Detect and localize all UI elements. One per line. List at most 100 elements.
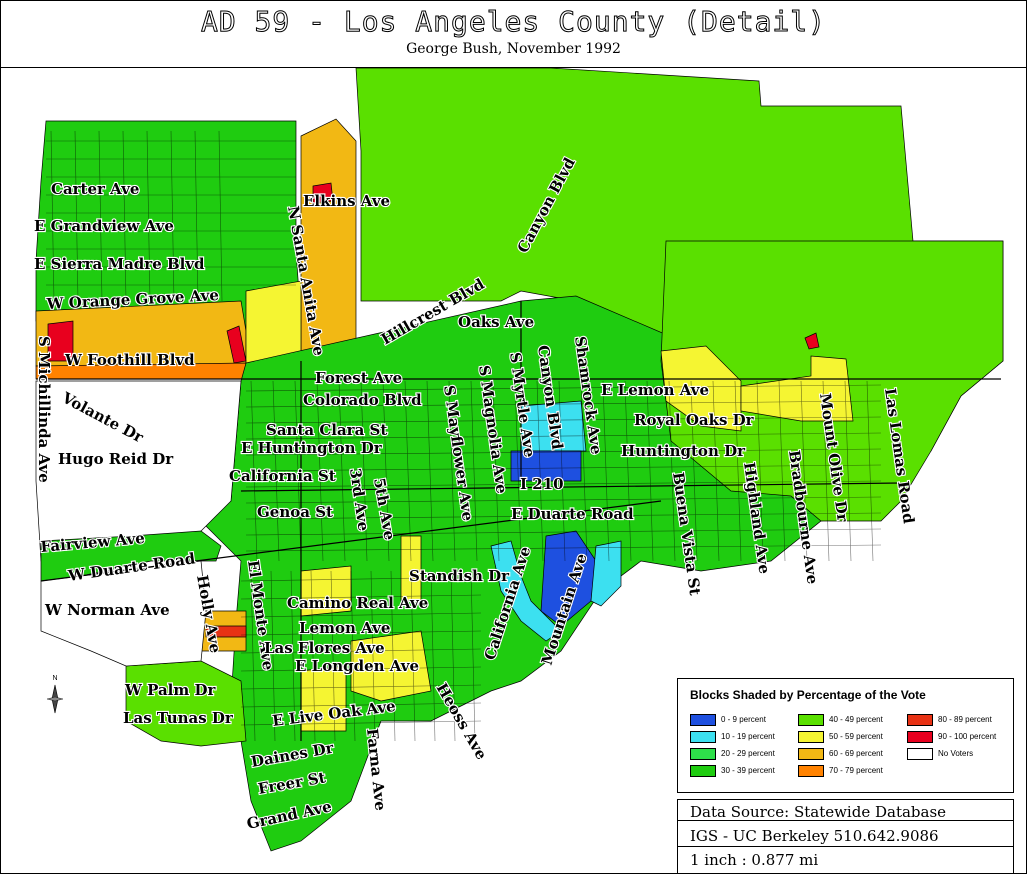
region-red-holly <box>205 625 247 638</box>
region-red-foothill-2 <box>226 325 247 364</box>
street-label: Farna Ave <box>363 728 390 812</box>
scale-line: 1 inch : 0.877 mi <box>690 851 819 869</box>
region-southwest <box>125 660 247 747</box>
map-subtitle: George Bush, November 1992 <box>406 41 621 57</box>
street-line <box>866 380 874 562</box>
north-label: N <box>52 675 57 682</box>
street-line <box>844 380 852 562</box>
street-line <box>122 130 127 302</box>
legend-item: 20 - 29 percent <box>690 748 775 760</box>
street-label: Genoa St <box>257 503 333 521</box>
street-line <box>470 570 476 742</box>
region-east-yellow-1 <box>660 345 742 432</box>
street-line <box>194 130 199 302</box>
street-line <box>245 464 882 472</box>
street-line <box>514 380 522 562</box>
street-line <box>240 684 482 690</box>
street-line <box>382 380 390 562</box>
street-label: E Duarte Road <box>511 505 634 523</box>
region-yellow-5th <box>400 535 422 602</box>
street-label: W Norman Ave <box>44 601 170 619</box>
data-source-box: Data Source: Statewide Database IGS - UC… <box>677 799 1014 874</box>
street-label: Oaks Ave <box>458 313 534 331</box>
street-line <box>536 380 544 562</box>
region-east-yellow-2 <box>740 355 854 422</box>
street-line <box>624 380 632 562</box>
district-map: Carter Ave E Grandview Ave E Sierra Madr… <box>33 68 1004 852</box>
street-line <box>240 720 482 726</box>
legend-swatch <box>798 748 824 760</box>
street-line <box>50 130 55 302</box>
street-label: Camino Real Ave <box>287 594 428 612</box>
legend-label: 40 - 49 percent <box>829 715 883 725</box>
legend-label: 50 - 59 percent <box>829 732 883 742</box>
street-line <box>430 570 436 742</box>
street-line <box>245 384 882 392</box>
legend-swatch <box>690 765 716 777</box>
legend-swatch <box>798 731 824 743</box>
street-line <box>74 130 79 302</box>
street-label: Las Flores Ave <box>264 639 385 657</box>
street-line <box>800 380 808 562</box>
region-cyan-mountain-2 <box>590 540 622 607</box>
region-red-east <box>804 332 820 350</box>
street-line <box>240 648 482 654</box>
region-red-foothill-1 <box>47 320 74 362</box>
street-label: Colorado Blvd <box>303 391 422 409</box>
legend-swatch <box>690 714 716 726</box>
road-i210 <box>240 482 902 492</box>
legend-swatch <box>798 765 824 777</box>
street-line <box>240 666 482 672</box>
street-line <box>218 130 223 302</box>
street-label: I 210 <box>520 475 564 493</box>
north-arrow: N <box>45 673 65 721</box>
street-line <box>448 380 456 562</box>
legend-item: 30 - 39 percent <box>690 765 775 777</box>
street-label: Las Tunas Dr <box>123 709 234 727</box>
region-yellow-live-oak <box>350 630 432 702</box>
legend-label: 20 - 29 percent <box>721 749 775 759</box>
street-line <box>338 380 346 562</box>
street-label: E Sierra Madre Blvd <box>34 255 205 273</box>
street-line <box>245 432 882 440</box>
street-line <box>245 512 882 520</box>
street-line <box>170 130 175 302</box>
legend-label: 90 - 100 percent <box>938 732 997 742</box>
legend-label: 0 - 9 percent <box>721 715 766 725</box>
legend-label: 80 - 89 percent <box>938 715 992 725</box>
map-title: AD 59 - Los Angeles County (Detail) <box>200 5 826 39</box>
legend-item: 0 - 9 percent <box>690 714 766 726</box>
legend-item: 10 - 19 percent <box>690 731 775 743</box>
legend-label: 30 - 39 percent <box>721 766 775 776</box>
street-line <box>450 570 456 742</box>
street-line <box>712 380 720 562</box>
street-label: W Palm Dr <box>124 681 216 699</box>
legend-swatch <box>798 714 824 726</box>
legend-item: 40 - 49 percent <box>798 714 883 726</box>
street-line <box>404 380 412 562</box>
street-line <box>245 544 882 552</box>
street-line <box>294 380 302 562</box>
street-line <box>245 528 882 536</box>
street-line <box>245 480 882 488</box>
street-line <box>822 380 830 562</box>
street-line <box>602 380 610 562</box>
legend-item: 60 - 69 percent <box>798 748 883 760</box>
legend-item: 80 - 89 percent <box>907 714 992 726</box>
street-line <box>98 130 103 302</box>
attribution-line: IGS - UC Berkeley 510.642.9086 <box>690 827 939 845</box>
street-label: E Huntington Dr <box>241 439 383 457</box>
street-label: Forest Ave <box>315 369 402 387</box>
street-grid <box>46 130 882 742</box>
legend-label: No Voters <box>938 749 974 759</box>
legend-item: 70 - 79 percent <box>798 765 883 777</box>
legend-item: 50 - 59 percent <box>798 731 883 743</box>
legend-title: Blocks Shaded by Percentage of the Vote <box>690 688 926 702</box>
street-line <box>290 570 296 742</box>
street-label: Royal Oaks Dr <box>634 411 755 429</box>
street-label: Standish Dr <box>409 567 510 585</box>
region-red-elkins <box>312 182 334 204</box>
legend-item: 90 - 100 percent <box>907 731 996 743</box>
street-line <box>270 570 276 742</box>
